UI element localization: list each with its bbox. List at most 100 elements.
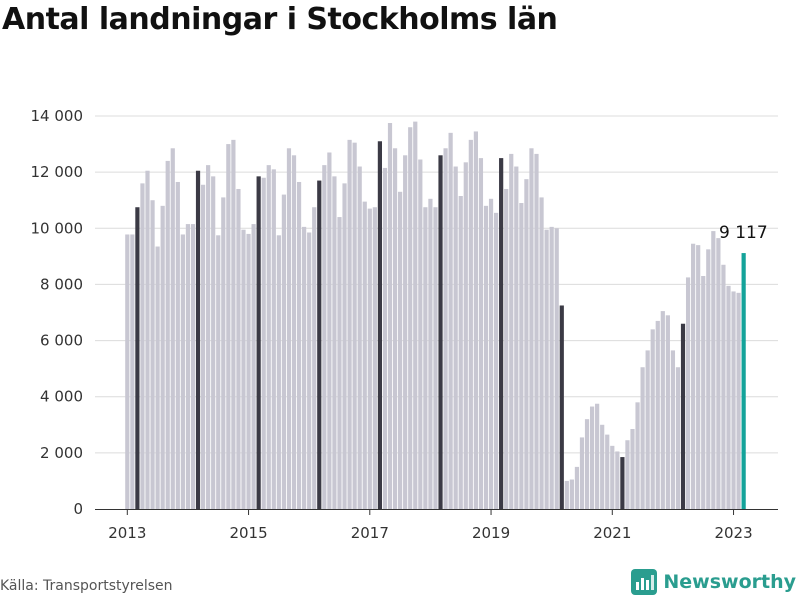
chart-title: Antal landningar i Stockholms län [2, 2, 558, 37]
bar [337, 217, 342, 510]
bar [721, 264, 726, 509]
bar [140, 183, 145, 509]
bar [200, 184, 206, 509]
bar [600, 424, 605, 509]
y-tick-label: 4 000 [40, 388, 83, 406]
x-tick-label: 2015 [229, 524, 267, 542]
bar [675, 367, 681, 509]
bar [241, 229, 246, 510]
bar [322, 165, 327, 509]
bar [569, 479, 574, 509]
bar-highlight [256, 176, 261, 509]
bar [605, 434, 610, 509]
bar [458, 196, 463, 509]
bar-latest [741, 253, 746, 509]
bar [281, 194, 287, 509]
bar [716, 238, 721, 509]
bar [291, 155, 297, 510]
x-tick-label: 2021 [593, 524, 631, 542]
bar-highlight [620, 457, 625, 509]
bar [665, 315, 670, 509]
y-tick-label: 2 000 [40, 444, 83, 462]
bar [372, 207, 377, 509]
bar [423, 207, 428, 509]
bar [276, 235, 281, 509]
bar [711, 231, 716, 510]
bar [150, 200, 155, 509]
bar-highlight [559, 305, 564, 509]
bars [125, 121, 746, 510]
bar [696, 245, 701, 509]
bar [443, 148, 448, 509]
bar [286, 148, 292, 509]
newsworthy-logo-icon [631, 569, 658, 595]
bar [433, 207, 438, 509]
bar [584, 419, 590, 509]
bar [493, 212, 499, 509]
bar [610, 445, 615, 509]
y-tick-label: 12 000 [31, 163, 84, 181]
bar [362, 201, 367, 509]
brand-name: Newsworthy [663, 571, 796, 593]
bar [418, 159, 423, 509]
bar [352, 142, 357, 510]
bar [574, 466, 580, 509]
bar [736, 292, 741, 509]
bar-highlight [499, 158, 504, 509]
bar [685, 277, 691, 509]
bar [544, 229, 549, 510]
bar [473, 131, 478, 510]
x-tick-label: 2017 [351, 524, 389, 542]
bar [347, 139, 352, 509]
bar [463, 162, 468, 509]
bar [549, 226, 554, 509]
bar [428, 198, 433, 509]
bar [180, 234, 185, 509]
bar [478, 158, 484, 509]
bar [312, 207, 317, 509]
bar [155, 246, 160, 509]
bar [226, 144, 231, 510]
bar [175, 181, 180, 510]
bar [625, 440, 630, 509]
brand-logo[interactable]: Newsworthy [631, 569, 796, 595]
bar [650, 329, 655, 509]
bar [564, 480, 569, 509]
bar [251, 224, 256, 509]
bar [206, 165, 211, 509]
bar [448, 132, 453, 510]
x-axis: 2013 2015 2017 2019 2021 2023 [95, 509, 778, 542]
bar [392, 148, 398, 509]
bar [367, 208, 372, 509]
bar [539, 197, 544, 509]
bar [327, 152, 332, 509]
bar [630, 428, 635, 509]
bar [483, 205, 489, 510]
bar [266, 165, 271, 509]
bar-highlight [438, 155, 443, 510]
bar-highlight [680, 323, 686, 509]
bar [130, 234, 135, 509]
bar [307, 232, 312, 509]
bar [726, 285, 731, 509]
bar-highlight [135, 207, 140, 509]
bar [271, 169, 276, 510]
y-tick-label: 8 000 [40, 275, 83, 293]
bar [413, 121, 418, 509]
bar [655, 320, 660, 509]
bar [236, 188, 241, 509]
x-tick-label: 2019 [472, 524, 510, 542]
bar [398, 191, 403, 510]
y-tick-label: 14 000 [31, 107, 84, 125]
bar [524, 179, 529, 510]
bar [731, 291, 736, 509]
bar [615, 451, 620, 509]
bar [509, 153, 514, 509]
bar [408, 127, 413, 509]
bar-highlight [195, 170, 201, 509]
bar [468, 139, 473, 509]
bar [185, 224, 191, 509]
bar [488, 198, 494, 509]
bar [125, 234, 130, 509]
bar [589, 406, 595, 509]
